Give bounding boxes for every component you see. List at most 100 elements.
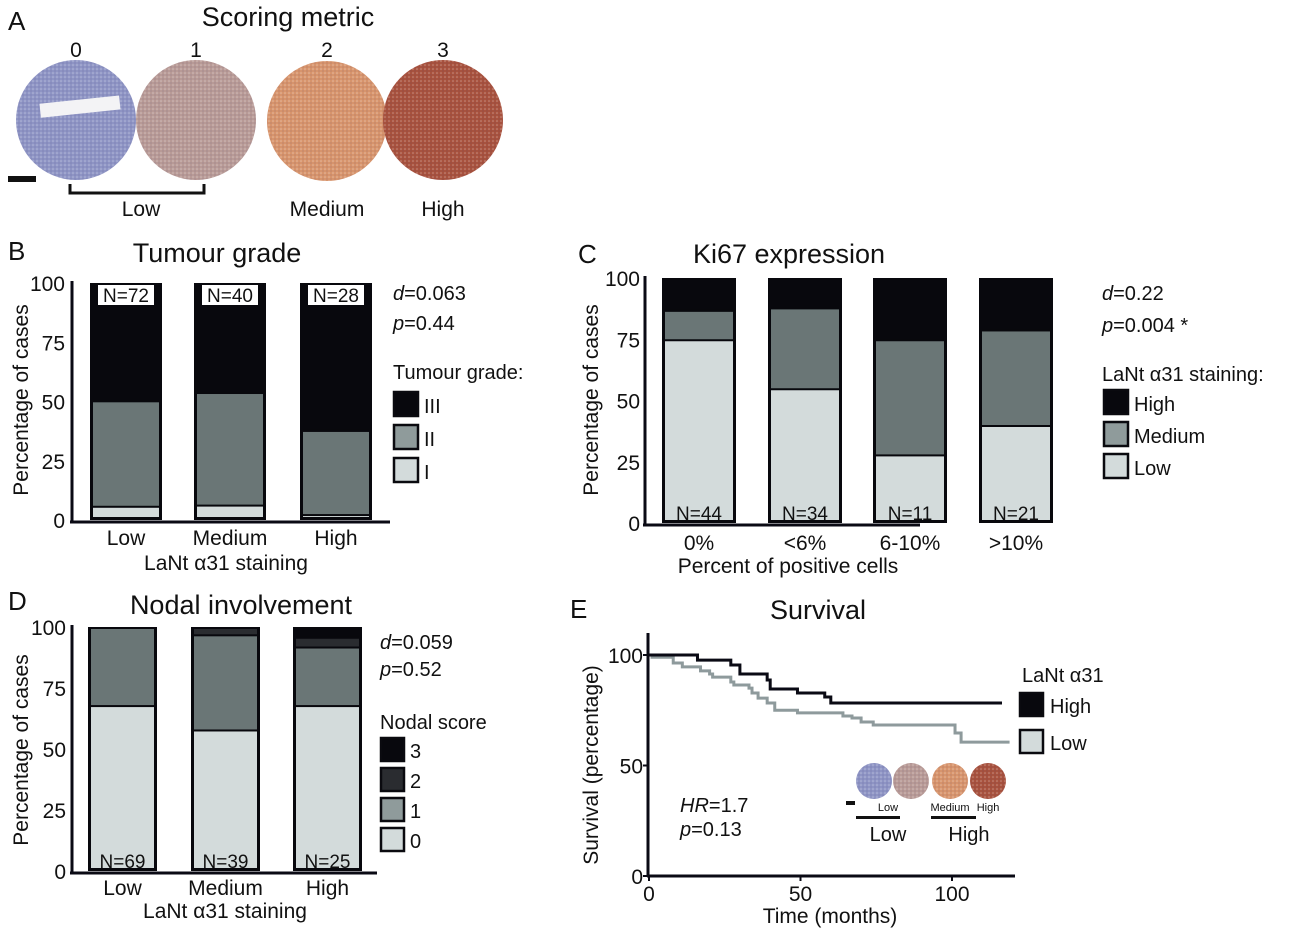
inset-core-texture [932, 763, 968, 799]
bar-group-610: N=11 [873, 278, 947, 525]
legend: High Medium Low [1102, 388, 1205, 480]
tissue-core-texture [16, 60, 136, 180]
axes: Low Medium High 0 25 50 75 100 [31, 617, 377, 900]
legend: 3 2 1 0 [379, 736, 421, 853]
chart-title: Survival [770, 595, 866, 625]
x-axis-label: Percent of positive cells [678, 555, 899, 578]
bar-segment-low [982, 427, 1050, 520]
inset-core-texture [970, 763, 1006, 799]
legend-swatch-1 [379, 796, 406, 823]
panel-d-nodal-chart: D Nodal involvement N=69 N=39 N=25 Low Medi… [8, 586, 487, 923]
inset-core-texture [893, 763, 929, 799]
x-tick-label: Medium [193, 527, 268, 550]
score-label-3: 3 [437, 39, 449, 62]
legend-swatch-0 [379, 826, 406, 853]
x-tick-label: 6-10% [880, 532, 941, 555]
legend-swatch-high [1018, 691, 1045, 718]
tissue-core-texture [136, 60, 256, 180]
legend-swatch-2 [379, 766, 406, 793]
stat-p: p=0.13 [679, 819, 742, 841]
legend-swatch-low [1018, 728, 1045, 755]
inset-low-bracket [856, 816, 900, 819]
axes: Low Medium High 0 25 50 75 100 [30, 273, 390, 550]
bar-segment-i [93, 507, 159, 517]
n-label-bg [308, 285, 364, 305]
y-tick-label: 75 [42, 332, 65, 355]
stat-p: p=0.52 [379, 659, 442, 681]
x-tick-label: High [314, 527, 357, 550]
x-tick-label: Medium [188, 877, 263, 900]
inset-scale-bar [846, 801, 855, 805]
y-tick-label: 25 [43, 800, 66, 823]
bar-group-Low: N=72 [90, 283, 162, 520]
x-tick-label: 100 [934, 883, 969, 906]
bar-group-6: N=34 [768, 278, 842, 525]
bar-segment-high [665, 278, 733, 310]
y-tick-label: 0 [53, 510, 65, 533]
stat-d-symbol: d [393, 283, 405, 305]
score-label-2: 2 [321, 39, 333, 62]
legend-title: LaNt α31 staining: [1102, 364, 1264, 386]
x-tick-label: 0 [643, 883, 655, 906]
panel-letter-c: C [578, 239, 597, 269]
bar-segment-low [876, 456, 944, 520]
stat-d-value: =0.059 [391, 632, 453, 654]
legend-label: I [424, 462, 430, 484]
stat-d: d=0.063 [393, 283, 466, 305]
group-label-medium: Medium [290, 198, 365, 221]
y-tick-label: 100 [608, 645, 643, 668]
legend-label: High [1134, 394, 1175, 416]
x-tick-label: 0% [684, 532, 714, 555]
bar-segment-i [303, 516, 369, 517]
n-label: N=39 [203, 852, 249, 873]
n-label: N=44 [676, 504, 722, 525]
x-axis-label: LaNt α31 staining [143, 900, 307, 923]
bar-group-0: N=44 [662, 278, 736, 525]
legend-title: Nodal score [380, 712, 487, 734]
legend-label: 3 [410, 741, 421, 763]
bar-segment-low [771, 390, 839, 520]
y-tick-label: 100 [30, 273, 65, 296]
bars: N=69 N=39 N=25 [88, 627, 362, 873]
x-tick-label: 50 [789, 883, 812, 906]
stat-p-value: =0.004 * [1113, 315, 1188, 337]
bars: N=44 N=34 N=11 N=21 [662, 278, 1053, 525]
bar-segment-3 [296, 627, 359, 637]
bar-segment-high [771, 278, 839, 308]
legend-title: Tumour grade: [393, 362, 523, 384]
n-label-bg [98, 285, 154, 305]
bar-segment-high [982, 278, 1050, 330]
legend-label: III [424, 396, 441, 418]
bar-segment-0 [194, 731, 257, 868]
panel-letter-d: D [8, 586, 27, 616]
legend-swatch-high [1102, 388, 1130, 416]
tissue-core-texture [267, 61, 387, 181]
tissue-core-tear [39, 95, 121, 118]
stat-p-value: =0.44 [404, 313, 455, 335]
chart-title: Ki67 expression [693, 239, 885, 269]
stat-p-symbol: p [379, 659, 391, 681]
x-tick-label: High [306, 877, 349, 900]
score-label-0: 0 [70, 39, 82, 62]
legend-swatch-iii [392, 390, 420, 418]
survival-curve-high [649, 653, 1002, 705]
x-axis-label: Time (months) [763, 905, 898, 928]
y-tick-label: 50 [43, 739, 66, 762]
bar-segment-medium [982, 331, 1050, 425]
y-axis-label: Percentage of cases [580, 304, 603, 495]
inset-core-label-medium: Medium [930, 802, 969, 814]
inset-scoring-cores: Low Medium High Low High [846, 763, 1006, 846]
inset-core-label-high: High [977, 802, 1000, 814]
bar-segment-ii [303, 431, 369, 515]
panel-e-survival-chart: E Survival 0 50 100 0 50 100 Survival (percen… [570, 594, 1104, 928]
panel-letter-e: E [570, 594, 587, 624]
y-axis-label: Survival (percentage) [580, 665, 603, 865]
inset-group-low: Low [870, 824, 907, 846]
stat-p: p=0.004 * [1101, 315, 1188, 337]
stat-hr: HR=1.7 [680, 795, 748, 817]
panel-b-tumour-grade-chart: B Tumour grade N=72 N=40 N=28 Low Medium Hig… [8, 236, 523, 575]
group-label-low: Low [122, 198, 161, 221]
stat-p: p=0.44 [392, 313, 455, 335]
stat-d-value: =0.22 [1113, 283, 1164, 305]
